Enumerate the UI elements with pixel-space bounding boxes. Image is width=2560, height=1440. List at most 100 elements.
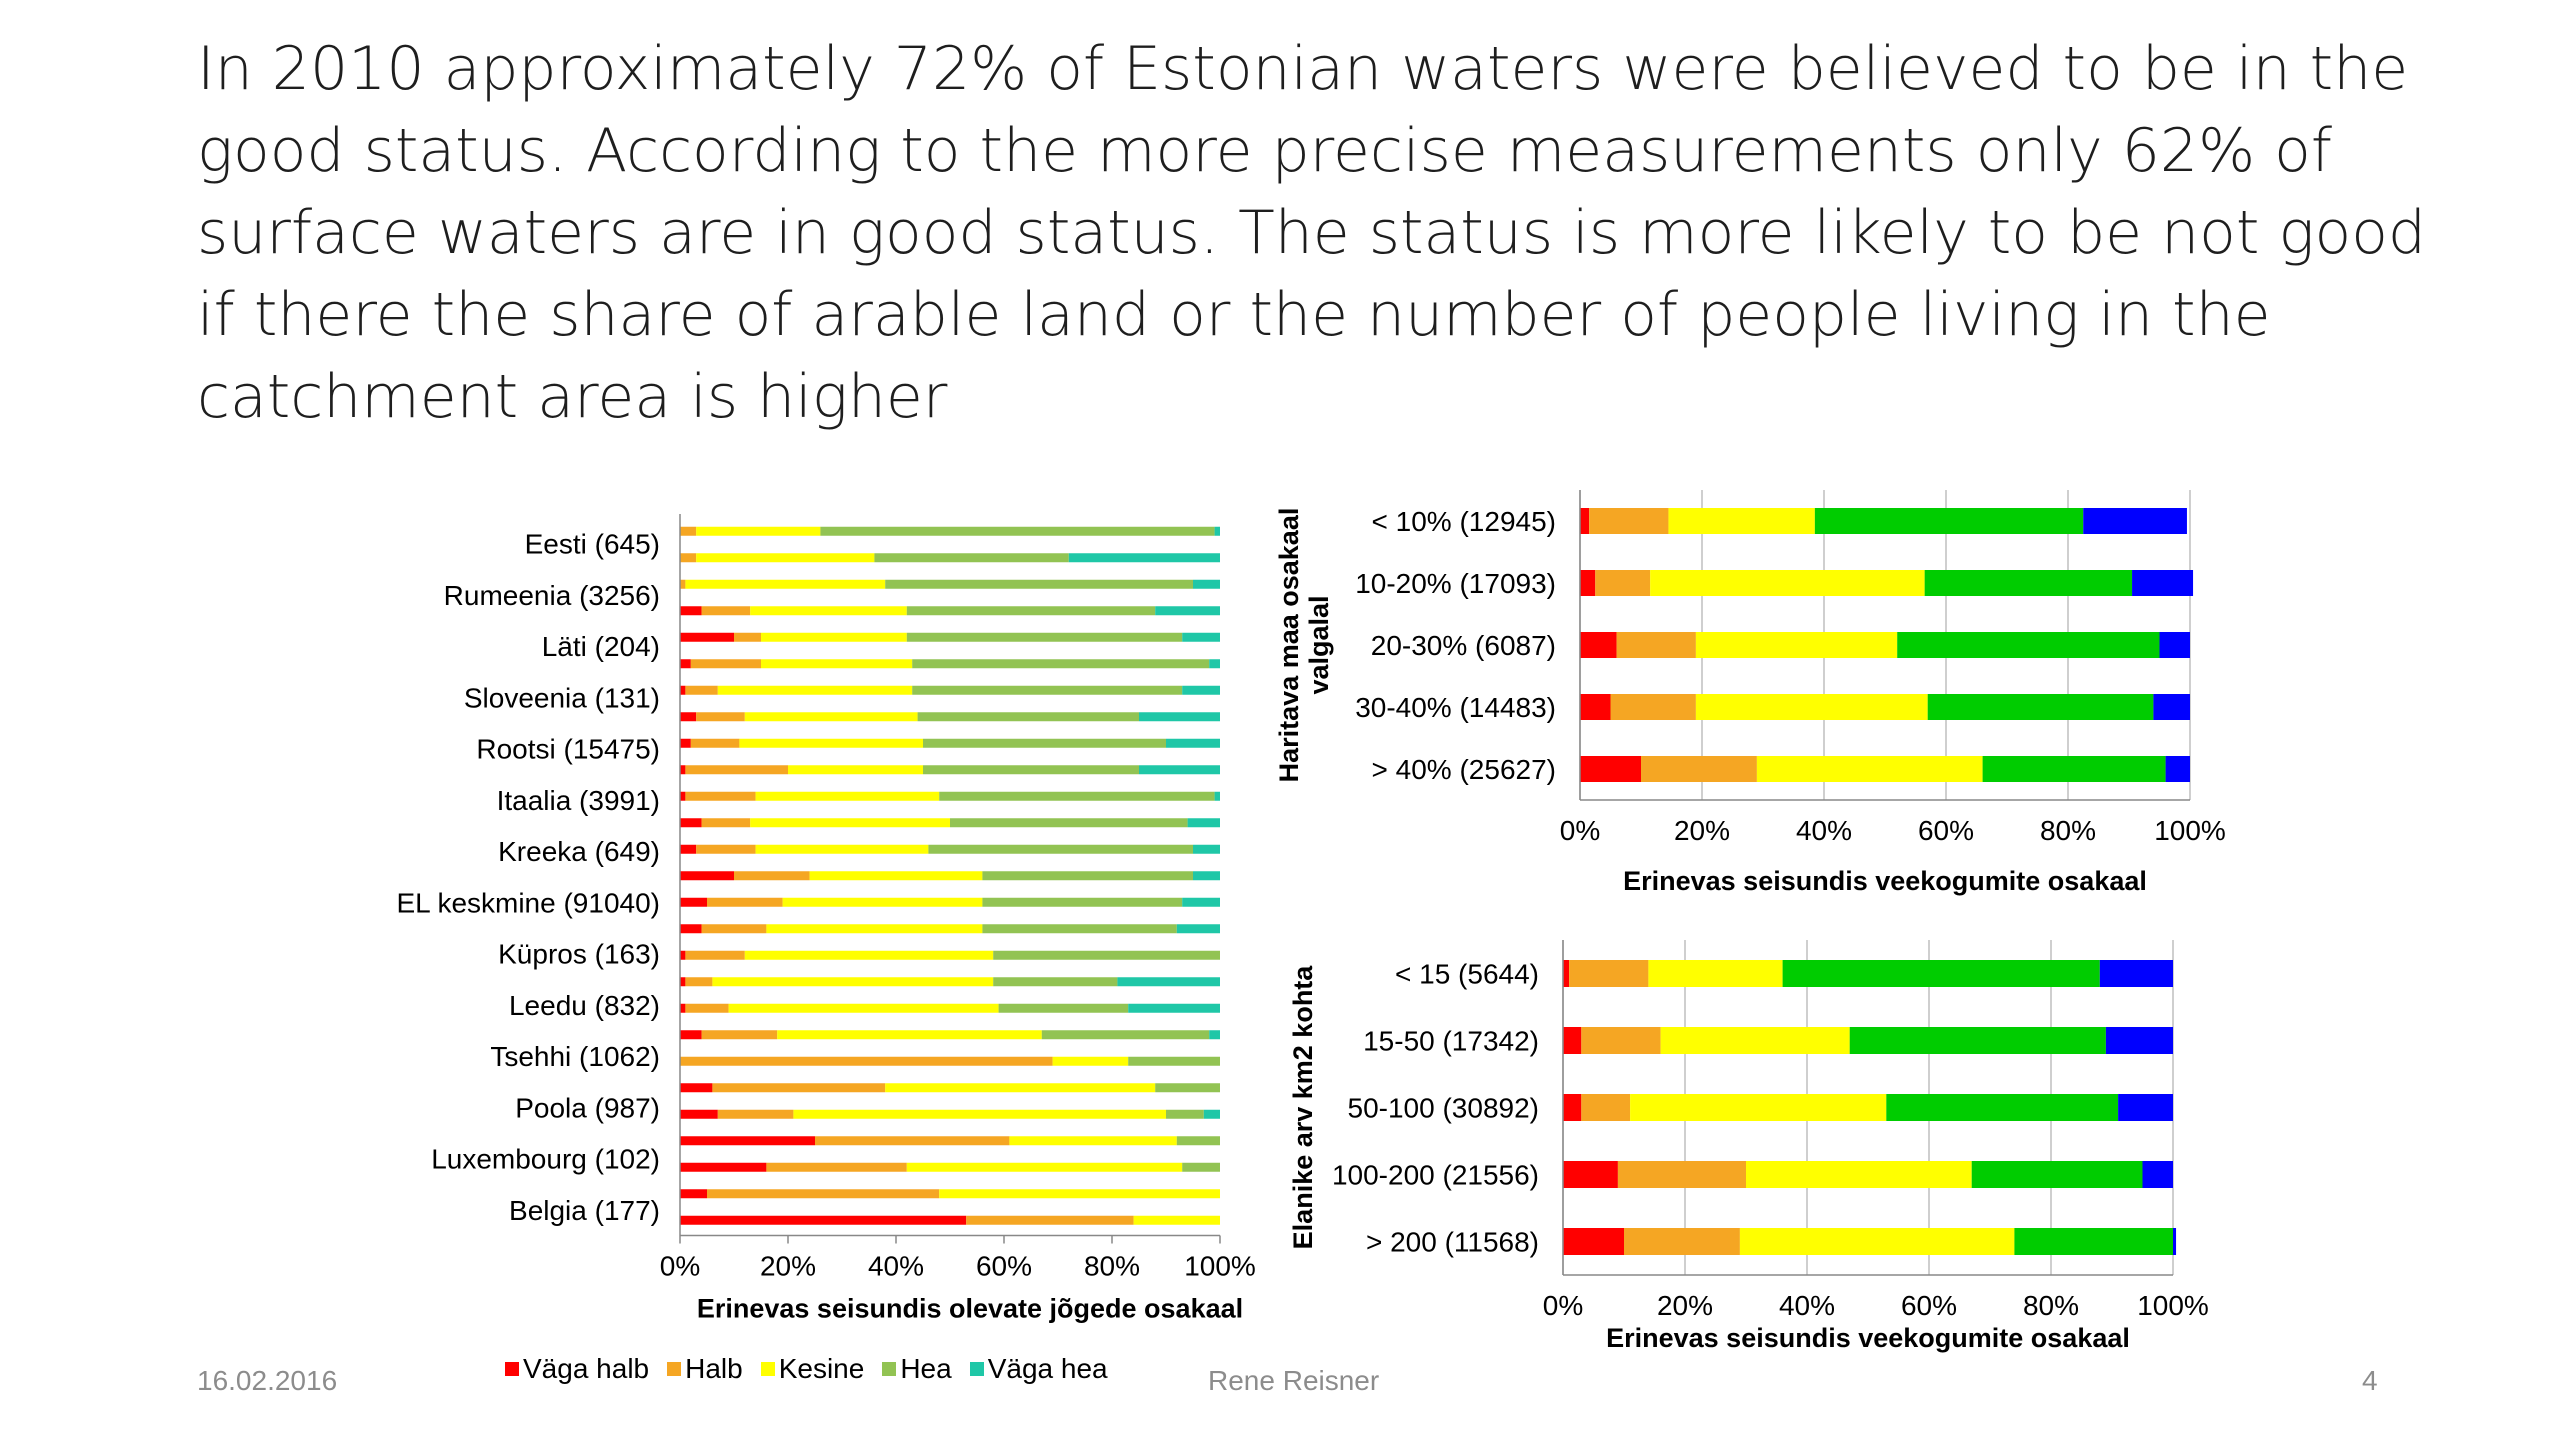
chart1-bar-segment bbox=[1203, 1109, 1220, 1119]
chart1-bar-segment bbox=[680, 526, 697, 536]
chart1-bar-segment bbox=[707, 1189, 940, 1199]
slide-author: Rene Reisner bbox=[1208, 1365, 1380, 1396]
legend-swatch bbox=[882, 1362, 897, 1376]
chart1-bar-segment bbox=[680, 1003, 686, 1013]
chart1-bar-segment bbox=[717, 685, 913, 695]
chart1-bar-segment bbox=[1128, 1003, 1220, 1013]
legend-item: Kesine bbox=[760, 1353, 864, 1385]
legend-item: Halb bbox=[667, 1353, 743, 1385]
c3-bar-segment bbox=[1660, 1027, 1850, 1054]
chart1-bar-segment bbox=[680, 712, 697, 722]
chart1-bar-segment bbox=[1193, 871, 1220, 881]
c2-bar-segment bbox=[1695, 632, 1898, 658]
c2-bar-segment bbox=[2132, 570, 2194, 596]
chart1-bar-segment bbox=[685, 977, 713, 987]
chart1-bar-segment bbox=[701, 1030, 778, 1040]
c3-bar-segment bbox=[1569, 960, 1649, 987]
c2-tick-label: 60% bbox=[1918, 815, 1974, 846]
chart1-category-label: Läti (204) bbox=[542, 631, 660, 662]
c3-bar-segment bbox=[1648, 960, 1783, 987]
chart1-bar-segment bbox=[750, 818, 950, 828]
c2-bar-segment bbox=[1641, 756, 1757, 782]
chart1-bar-segment bbox=[696, 712, 745, 722]
chart1-bar-segment bbox=[717, 1109, 794, 1119]
chart2-x-ticks: 0% 20% 40% 60% 80% 100% bbox=[1560, 815, 2226, 846]
legend-item: Väga hea bbox=[969, 1353, 1108, 1385]
c2-tick-label: 80% bbox=[2040, 815, 2096, 846]
c3-bar-segment bbox=[1581, 1027, 1661, 1054]
c3-tick-label: 100% bbox=[2137, 1290, 2209, 1321]
chart1-bar-segment bbox=[1214, 791, 1220, 801]
c2-bar-segment bbox=[1695, 694, 1928, 720]
chart1-x-axis-title: Erinevas seisundis olevate jõgede osakaa… bbox=[697, 1294, 1243, 1324]
chart1-bar-segment bbox=[939, 791, 1215, 801]
c3-bar-segment bbox=[1971, 1161, 2143, 1188]
arable-land-chart: < 10% (12945) 10-20% (17093) 20-30% (6087)… bbox=[1274, 490, 2226, 896]
c2-bar-segment bbox=[2083, 508, 2187, 534]
c3-bar-segment bbox=[1739, 1228, 2015, 1255]
chart1-bar-segment bbox=[1176, 1136, 1220, 1146]
chart1-bar-segment bbox=[766, 1162, 907, 1172]
c2-bar-segment bbox=[1580, 508, 1590, 534]
chart1-bar-segment bbox=[680, 1136, 815, 1146]
chart1-bar-segment bbox=[809, 871, 983, 881]
c2-tick-label: 100% bbox=[2154, 815, 2226, 846]
chart1-bar-segment bbox=[906, 632, 1183, 642]
chart1-category-labels: Eesti (645) Rumeenia (3256) Läti (204) Slov… bbox=[396, 529, 660, 1226]
chart1-bar-segment bbox=[923, 765, 1139, 775]
chart1-bar-segment bbox=[1117, 977, 1220, 987]
chart1-bar-segment bbox=[906, 606, 1156, 616]
c2-bar-segment bbox=[1580, 632, 1617, 658]
c2-bar-segment bbox=[1927, 694, 2154, 720]
c2-bar-segment bbox=[1589, 508, 1669, 534]
c3-bar-segment bbox=[2118, 1094, 2173, 1121]
chart1-bar-segment bbox=[793, 1109, 1166, 1119]
chart1-bar-segment bbox=[1193, 579, 1220, 589]
chart1-bar-segment bbox=[744, 712, 918, 722]
chart1-bar-segment bbox=[1187, 818, 1220, 828]
chart1-bar-segment bbox=[696, 844, 756, 854]
chart1-bar-segment bbox=[982, 924, 1177, 934]
c2-bar-segment bbox=[1650, 570, 1925, 596]
chart1-bar-segment bbox=[680, 1162, 767, 1172]
c3-bar-segment bbox=[1886, 1094, 2119, 1121]
c3-category-label: 100-200 (21556) bbox=[1332, 1160, 1539, 1191]
chart3-x-axis-title: Erinevas seisundis veekogumite osakaal bbox=[1606, 1323, 2130, 1353]
chart1-bar-segment bbox=[685, 685, 718, 695]
chart1-bar-segment bbox=[680, 579, 686, 589]
c3-bar-segment bbox=[1563, 960, 1570, 987]
chart1-tick-label: 60% bbox=[976, 1251, 1032, 1282]
chart1-bar-segment bbox=[1139, 765, 1220, 775]
chart1-bar-segment bbox=[680, 1215, 967, 1225]
chart1-bar-segment bbox=[993, 950, 1220, 960]
c3-tick-label: 40% bbox=[1779, 1290, 1835, 1321]
chart1-bar-segment bbox=[928, 844, 1193, 854]
c2-bar-segment bbox=[2159, 632, 2190, 658]
chart1-bar-segment bbox=[1166, 738, 1220, 748]
chart3-x-ticks: 0% 20% 40% 60% 80% 100% bbox=[1543, 1290, 2209, 1321]
chart1-bar-segment bbox=[1009, 1136, 1177, 1146]
c3-bar-segment bbox=[1746, 1161, 1972, 1188]
chart1-bar-segment bbox=[1182, 1162, 1220, 1172]
chart1-bar-segment bbox=[696, 526, 821, 536]
chart1-bar-segment bbox=[680, 632, 734, 642]
chart2-bars bbox=[1580, 508, 2194, 782]
c3-bar-segment bbox=[1849, 1027, 2106, 1054]
chart1-bar-segment bbox=[680, 950, 686, 960]
c3-bar-segment bbox=[1563, 1228, 1624, 1255]
chart1-bar-segment bbox=[685, 791, 756, 801]
chart1-bar-segment bbox=[1193, 844, 1220, 854]
c2-bar-segment bbox=[1580, 570, 1596, 596]
chart3-category-labels: < 15 (5644) 15-50 (17342) 50-100 (30892) 10… bbox=[1332, 959, 1539, 1258]
c2-category-label: 20-30% (6087) bbox=[1371, 630, 1556, 661]
chart1-bar-segment bbox=[1139, 712, 1220, 722]
chart1-tick-label: 100% bbox=[1184, 1251, 1256, 1282]
chart1-bar-segment bbox=[1068, 553, 1220, 563]
chart1-bar-segment bbox=[739, 738, 923, 748]
chart1-bar-segment bbox=[1155, 1083, 1220, 1093]
c2-category-label: < 10% (12945) bbox=[1372, 506, 1556, 537]
c2-bar-segment bbox=[1595, 570, 1651, 596]
chart2-category-labels: < 10% (12945) 10-20% (17093) 20-30% (6087)… bbox=[1355, 506, 1556, 785]
c3-tick-label: 80% bbox=[2023, 1290, 2079, 1321]
chart1-bar-segment bbox=[696, 553, 875, 563]
